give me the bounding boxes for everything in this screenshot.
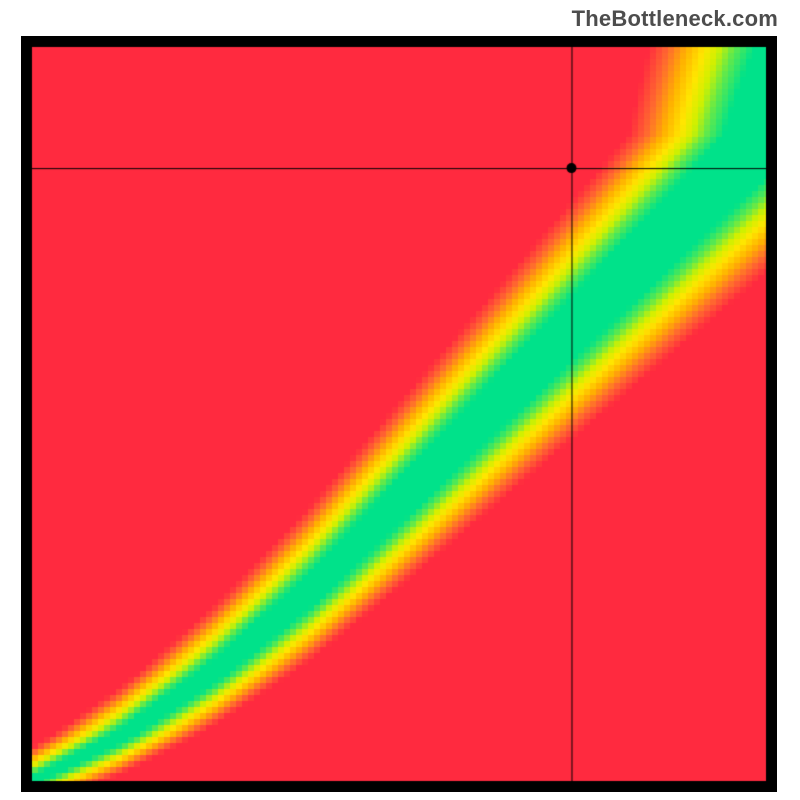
heatmap-outer-frame bbox=[21, 36, 777, 792]
watermark-text: TheBottleneck.com bbox=[572, 6, 778, 32]
bottleneck-heatmap-canvas bbox=[21, 36, 777, 792]
